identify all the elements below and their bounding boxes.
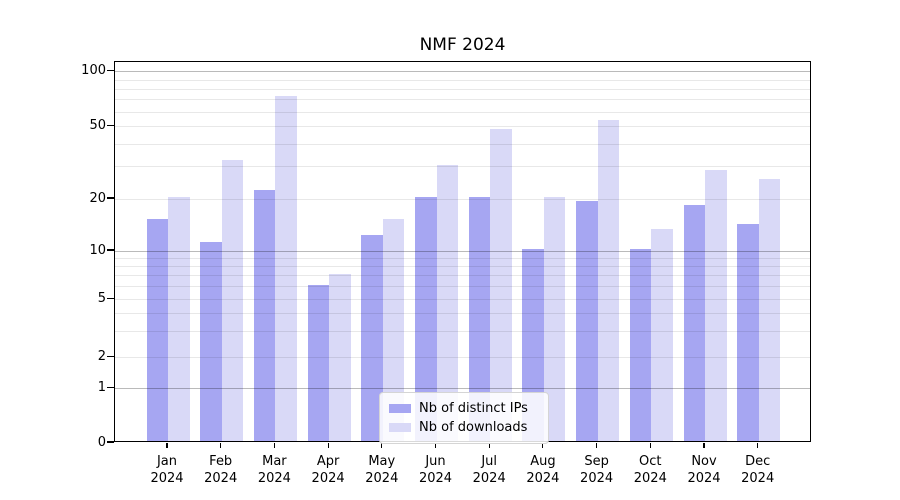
gridline-minor-3 — [115, 331, 810, 333]
bar-nb-of-distinct-ips-sep — [576, 200, 598, 441]
bar-nb-of-distinct-ips-oct — [629, 249, 652, 441]
bar-nb-of-downloads-may — [382, 218, 405, 441]
x-tick-sep — [596, 442, 598, 449]
gridline-minor-4 — [115, 313, 810, 314]
x-tick-label-mar: Mar 2024 — [257, 454, 291, 486]
y-tick-10 — [107, 249, 114, 251]
x-tick-label-jan: Jan 2024 — [150, 454, 184, 486]
y-tick-2 — [107, 356, 114, 358]
gridline-minor-5 — [115, 298, 810, 300]
bar-nb-of-downloads-feb — [221, 159, 244, 441]
y-tick-label-50: 50 — [89, 118, 106, 133]
bar-nb-of-downloads-apr — [329, 273, 351, 441]
x-tick-jul — [488, 442, 490, 449]
gridline-minor-20 — [115, 198, 810, 200]
x-tick-label-apr: Apr 2024 — [311, 454, 345, 486]
x-tick-label-sep: Sep 2024 — [580, 454, 614, 486]
x-tick-feb — [220, 442, 222, 449]
y-tick-0 — [107, 441, 114, 443]
x-tick-label-feb: Feb 2024 — [204, 454, 238, 486]
bar-nb-of-distinct-ips-apr — [307, 284, 330, 441]
bar-nb-of-downloads-oct — [651, 229, 673, 441]
x-tick-label-may: May 2024 — [365, 454, 399, 486]
bar-nb-of-distinct-ips-nov — [683, 204, 705, 441]
gridline-major-100 — [115, 71, 810, 73]
y-tick-label-0: 0 — [97, 434, 106, 450]
x-tick-label-jul: Jul 2024 — [472, 454, 506, 486]
chart-title: NMF 2024 — [419, 35, 506, 55]
gridline-minor-7 — [115, 275, 810, 277]
gridline-minor-70 — [115, 99, 810, 101]
bar-nb-of-downloads-jun — [436, 164, 458, 441]
legend-item-distinct-ips: Nb of distinct IPs — [389, 399, 539, 417]
x-tick-label-dec: Dec 2024 — [741, 454, 775, 486]
bar-nb-of-distinct-ips-jul — [468, 197, 491, 441]
bar-nb-of-distinct-ips-jun — [415, 197, 437, 441]
x-tick-mar — [273, 442, 275, 449]
y-tick-label-20: 20 — [89, 190, 106, 206]
x-tick-label-aug: Aug 2024 — [526, 454, 560, 486]
bar-nb-of-downloads-aug — [543, 197, 566, 441]
gridline-minor-2 — [115, 357, 810, 359]
bar-nb-of-distinct-ips-dec — [737, 223, 759, 441]
y-tick-100 — [107, 70, 114, 72]
bar-nb-of-downloads-sep — [597, 119, 620, 441]
y-tick-label-100: 100 — [81, 63, 106, 79]
legend-swatch-downloads — [389, 422, 411, 432]
y-tick-50 — [107, 124, 114, 127]
y-tick-label-1: 1 — [97, 380, 106, 396]
bar-nb-of-distinct-ips-feb — [200, 241, 222, 441]
bar-nb-of-downloads-dec — [758, 179, 781, 441]
gridline-minor-80 — [115, 88, 810, 90]
gridline-minor-30 — [115, 166, 810, 168]
x-tick-nov — [703, 442, 705, 449]
x-tick-jan — [166, 442, 168, 449]
bar-nb-of-downloads-nov — [705, 170, 727, 441]
legend-label-distinct-ips: Nb of distinct IPs — [419, 400, 528, 416]
x-tick-label-jun: Jun 2024 — [418, 454, 453, 486]
bar-nb-of-downloads-jan — [168, 197, 190, 441]
x-tick-aug — [542, 442, 544, 449]
gridline-minor-90 — [115, 79, 810, 81]
gridline-major-10 — [115, 250, 810, 252]
x-tick-jun — [434, 442, 437, 449]
gridline-minor-8 — [115, 266, 810, 267]
legend-swatch-distinct-ips — [389, 403, 411, 413]
y-tick-1 — [107, 387, 114, 389]
y-tick-label-5: 5 — [97, 290, 106, 306]
gridline-minor-50 — [115, 126, 810, 127]
legend-item-downloads: Nb of downloads — [389, 418, 539, 436]
gridline-minor-9 — [115, 257, 810, 259]
gridline-minor-6 — [115, 286, 810, 288]
gridline-minor-40 — [115, 143, 810, 145]
legend-label-downloads: Nb of downloads — [419, 419, 528, 435]
y-tick-20 — [107, 197, 114, 199]
y-tick-label-10: 10 — [89, 242, 106, 258]
x-tick-label-nov: Nov 2024 — [687, 454, 721, 486]
plot-area: Nb of distinct IPs Nb of downloads — [114, 61, 811, 444]
y-tick-5 — [107, 297, 114, 299]
bar-nb-of-downloads-mar — [275, 95, 297, 441]
bar-nb-of-downloads-jul — [490, 129, 512, 441]
bar-nb-of-distinct-ips-jan — [146, 218, 168, 441]
x-tick-oct — [649, 442, 651, 449]
bar-nb-of-distinct-ips-may — [361, 235, 383, 441]
x-tick-may — [381, 442, 383, 449]
gridline-major-1 — [115, 388, 810, 390]
bar-nb-of-distinct-ips-mar — [253, 189, 276, 441]
y-tick-label-2: 2 — [97, 349, 106, 365]
x-tick-label-oct: Oct 2024 — [633, 454, 667, 486]
x-tick-dec — [757, 442, 759, 449]
legend: Nb of distinct IPs Nb of downloads — [379, 392, 549, 444]
gridline-minor-60 — [115, 111, 810, 113]
x-tick-apr — [327, 442, 329, 449]
